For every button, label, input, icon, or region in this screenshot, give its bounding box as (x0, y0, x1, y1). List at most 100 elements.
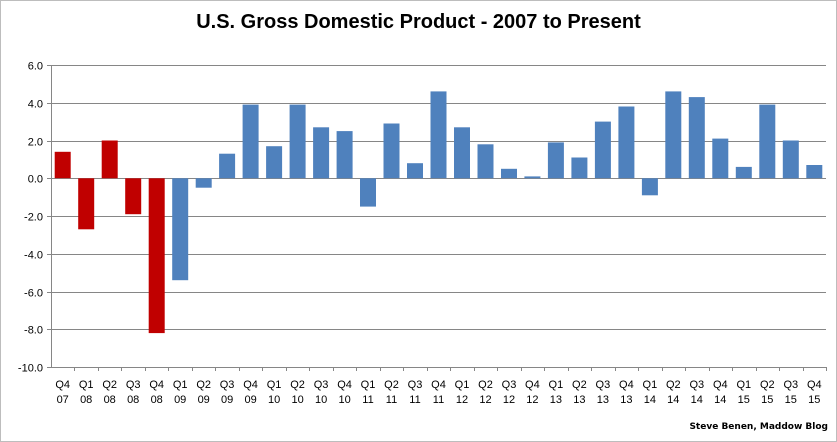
x-tick-label-quarter: Q4 (619, 379, 634, 391)
x-tick-label-quarter: Q3 (314, 379, 329, 391)
bar (219, 153, 236, 179)
bar (78, 178, 95, 230)
bar (289, 104, 306, 179)
x-tick-label-year: 13 (573, 394, 585, 406)
bar (759, 104, 776, 179)
x-tick-label-year: 12 (526, 394, 538, 406)
x-tick-label-quarter: Q1 (736, 379, 751, 391)
x-tick-label-year: 15 (761, 394, 773, 406)
x-tick-label-quarter: Q4 (149, 379, 164, 391)
x-tick-label-quarter: Q4 (337, 379, 352, 391)
x-tick-label-year: 11 (386, 394, 397, 406)
bar (524, 176, 541, 179)
bar (195, 178, 212, 188)
x-tick-label-quarter: Q2 (666, 379, 681, 391)
x-tick-label-year: 08 (104, 394, 116, 406)
bar (618, 106, 635, 179)
x-tick-label-year: 10 (338, 394, 350, 406)
x-tick-label-quarter: Q2 (102, 379, 117, 391)
x-tick-label-quarter: Q1 (455, 379, 470, 391)
bar (501, 168, 517, 179)
bar (571, 157, 588, 179)
x-tick-label-quarter: Q2 (760, 379, 775, 391)
x-tick-label-quarter: Q3 (596, 379, 611, 391)
bar (688, 97, 705, 179)
bar (712, 138, 729, 179)
bar (313, 127, 330, 179)
x-tick-label-year: 09 (244, 394, 256, 406)
x-tick-label-year: 12 (456, 394, 468, 406)
bar (735, 166, 752, 179)
x-tick-label-year: 14 (667, 394, 679, 406)
x-tick-label-year: 10 (291, 394, 303, 406)
x-tick-label-quarter: Q3 (126, 379, 141, 391)
x-tick-label-year: 11 (409, 394, 420, 406)
x-tick-label-quarter: Q3 (689, 379, 704, 391)
x-tick-label-quarter: Q3 (502, 379, 517, 391)
x-tick-label-year: 13 (597, 394, 609, 406)
x-tick-label-quarter: Q2 (196, 379, 211, 391)
chart-title: U.S. Gross Domestic Product - 2007 to Pr… (196, 11, 641, 33)
bar (782, 140, 799, 179)
x-tick-label-quarter: Q1 (173, 379, 188, 391)
bar (101, 140, 118, 179)
bar (665, 91, 682, 179)
bar (407, 163, 423, 179)
x-tick-label-year: 13 (620, 394, 632, 406)
x-tick-label-year: 10 (268, 394, 280, 406)
bar (125, 178, 142, 215)
y-tick-label: -6.0 (24, 288, 43, 300)
x-tick-label-year: 09 (198, 394, 210, 406)
bar (547, 142, 564, 179)
x-tick-label-quarter: Q4 (713, 379, 728, 391)
x-tick-label-quarter: Q1 (79, 379, 94, 391)
x-tick-label-year: 13 (550, 394, 562, 406)
x-tick-label-year: 08 (80, 394, 92, 406)
x-tick-label-quarter: Q3 (220, 379, 235, 391)
x-tick-label-quarter: Q4 (525, 379, 540, 391)
x-tick-label-year: 09 (174, 394, 186, 406)
x-tick-label-year: 12 (503, 394, 515, 406)
x-tick-label-quarter: Q1 (267, 379, 282, 391)
x-tick-label-quarter: Q2 (290, 379, 305, 391)
y-tick-label: 0.0 (28, 174, 43, 186)
y-tick-label: -4.0 (24, 250, 43, 262)
y-tick-label: -8.0 (24, 325, 43, 337)
bar (454, 127, 470, 179)
x-tick-label-year: 14 (691, 394, 703, 406)
y-tick-label: -2.0 (24, 212, 43, 224)
x-tick-label-year: 15 (785, 394, 797, 406)
bar (806, 165, 823, 179)
bar (594, 121, 611, 179)
x-tick-label-quarter: Q1 (549, 379, 564, 391)
x-tick-label-quarter: Q2 (384, 379, 399, 391)
y-tick-label: 4.0 (28, 99, 43, 111)
bar (641, 178, 658, 196)
x-tick-label-year: 15 (738, 394, 750, 406)
x-tick-label-year: 09 (221, 394, 233, 406)
x-tick-label-year: 08 (151, 394, 163, 406)
bar (54, 151, 71, 179)
x-tick-label-year: 07 (57, 394, 69, 406)
x-tick-label-quarter: Q4 (243, 379, 258, 391)
x-tick-label-year: 12 (479, 394, 491, 406)
bar (148, 178, 165, 334)
bar (360, 178, 376, 207)
x-tick-label-year: 11 (433, 394, 444, 406)
bar (477, 144, 494, 179)
x-tick-label-quarter: Q4 (807, 379, 822, 391)
x-tick-label-quarter: Q1 (361, 379, 376, 391)
x-tick-label-year: 15 (808, 394, 820, 406)
bar (336, 131, 353, 179)
x-tick-label-quarter: Q1 (643, 379, 658, 391)
bar (430, 91, 447, 179)
y-tick-label: 2.0 (28, 137, 43, 149)
x-tick-label-quarter: Q2 (572, 379, 587, 391)
y-tick-label: 6.0 (28, 61, 43, 73)
x-tick-label-year: 11 (362, 394, 373, 406)
x-tick-label-quarter: Q3 (408, 379, 423, 391)
x-tick-label-year: 14 (714, 394, 726, 406)
chart-credit: Steve Benen, Maddow Blog (689, 422, 828, 432)
